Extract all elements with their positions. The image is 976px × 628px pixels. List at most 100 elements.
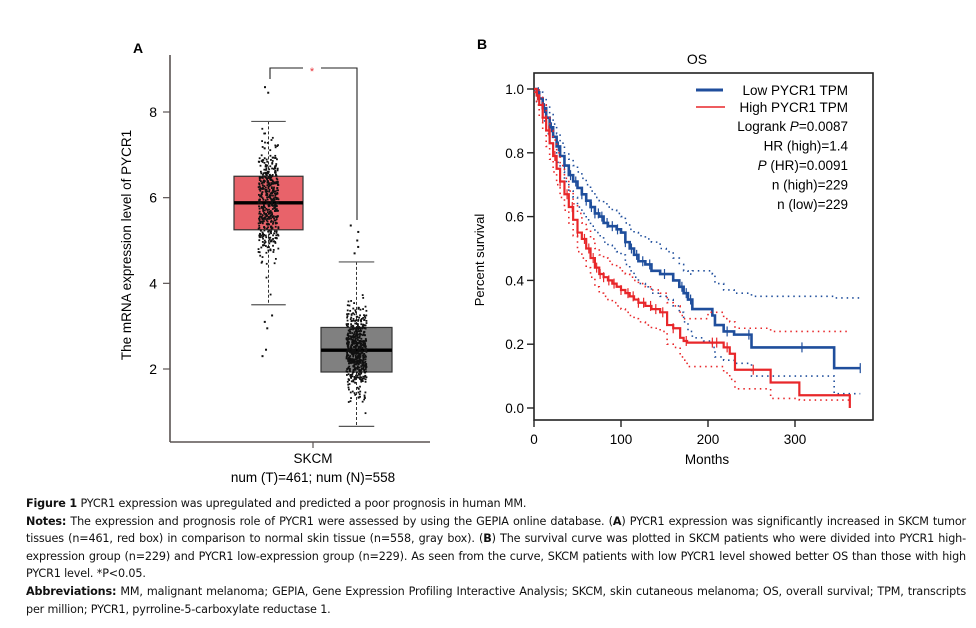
data-point: [271, 216, 274, 219]
data-point: [272, 234, 274, 237]
data-point: [355, 343, 358, 345]
data-point: [357, 346, 360, 349]
data-point: [259, 195, 262, 198]
data-point: [346, 313, 348, 316]
data-point: [267, 202, 270, 205]
data-point: [365, 314, 368, 317]
data-point: [271, 167, 273, 170]
data-point: [349, 357, 352, 360]
data-point: [354, 338, 357, 340]
data-point: [270, 186, 273, 189]
data-point: [350, 380, 353, 383]
data-point: [263, 239, 266, 242]
outlier-point: [357, 245, 360, 248]
data-point: [349, 309, 352, 312]
data-point: [360, 368, 363, 370]
data-point: [258, 199, 261, 201]
stat-italic: P: [790, 119, 799, 134]
data-point: [353, 302, 356, 305]
data-point: [352, 339, 355, 342]
data-point: [353, 364, 356, 367]
data-point: [261, 191, 264, 193]
data-point: [274, 154, 277, 157]
data-point: [268, 205, 271, 207]
significance-star: *: [310, 66, 315, 78]
data-point: [271, 160, 274, 162]
data-point: [359, 346, 362, 349]
data-point: [351, 352, 354, 355]
data-point: [269, 176, 271, 179]
data-point: [258, 234, 261, 237]
outlier-point: [353, 252, 356, 255]
data-point: [264, 165, 267, 168]
data-point: [268, 236, 270, 239]
x-tick-label: 300: [784, 432, 807, 447]
data-point: [272, 188, 275, 190]
data-point: [363, 324, 366, 327]
data-point: [259, 189, 262, 192]
data-point: [274, 165, 276, 168]
data-point: [360, 337, 363, 340]
data-point: [270, 183, 273, 186]
data-point: [357, 360, 360, 363]
data-point: [270, 158, 272, 161]
data-point: [265, 173, 268, 176]
data-point: [361, 347, 364, 349]
data-point: [345, 370, 348, 373]
data-point: [351, 324, 354, 327]
data-point: [261, 206, 264, 208]
data-point: [262, 235, 265, 238]
data-point: [356, 366, 359, 369]
data-point: [266, 184, 269, 187]
data-point: [357, 396, 360, 399]
data-point: [353, 352, 355, 354]
data-point: [346, 354, 348, 356]
data-point: [265, 189, 268, 191]
data-point: [270, 211, 273, 214]
survival-curves: [534, 87, 861, 408]
data-point: [362, 296, 365, 299]
data-point: [351, 373, 354, 376]
data-point: [351, 326, 354, 329]
data-point: [363, 334, 366, 337]
data-point: [269, 231, 272, 234]
data-point: [263, 181, 266, 184]
data-point: [267, 226, 269, 229]
data-point: [276, 191, 279, 194]
data-point: [270, 194, 272, 197]
data-point: [359, 328, 362, 331]
jitter-points: [345, 224, 368, 415]
data-point: [346, 374, 348, 376]
data-point: [271, 208, 274, 210]
data-point: [359, 361, 362, 364]
data-point: [258, 179, 261, 181]
stat-value: =0.0087: [799, 119, 848, 134]
data-point: [350, 347, 353, 349]
data-point: [355, 363, 357, 366]
data-point: [358, 354, 361, 356]
data-point: [354, 361, 357, 363]
data-point: [347, 401, 350, 403]
data-point: [359, 343, 362, 346]
data-point: [276, 201, 279, 204]
data-point: [262, 173, 264, 176]
data-point: [275, 204, 278, 207]
data-point: [364, 338, 367, 341]
data-point: [350, 362, 352, 365]
data-point: [355, 367, 357, 369]
data-point: [257, 160, 260, 163]
outlier-point: [271, 314, 274, 317]
legend-stat: Logrank P=0.0087: [737, 119, 848, 134]
data-point: [358, 370, 361, 373]
data-point: [360, 319, 362, 322]
data-point: [358, 316, 361, 319]
data-point: [267, 187, 270, 190]
data-point: [351, 375, 354, 378]
data-point: [261, 184, 264, 187]
y-tick-label: 2: [149, 361, 157, 377]
data-point: [275, 198, 278, 201]
data-point: [354, 349, 356, 352]
data-point: [266, 194, 269, 197]
data-point: [270, 227, 273, 230]
